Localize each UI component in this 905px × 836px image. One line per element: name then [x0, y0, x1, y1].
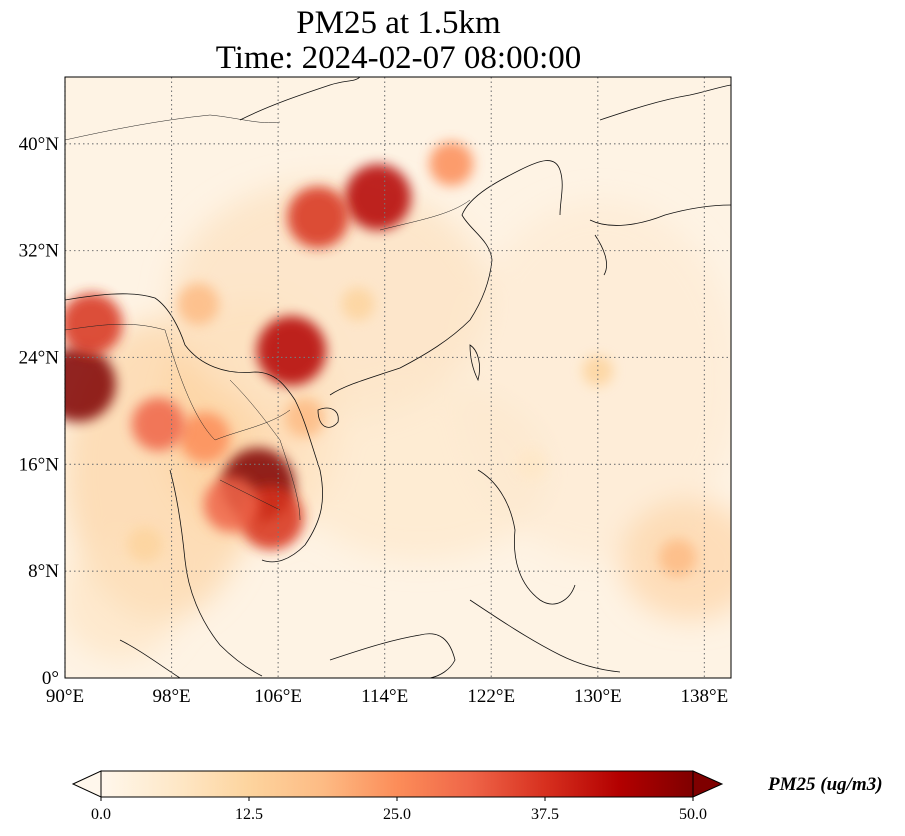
- map-frame: [64, 76, 732, 679]
- pm25-plume-7: [256, 316, 327, 386]
- pm25-plume-2: [203, 476, 260, 532]
- pm25-plume-13: [127, 526, 163, 563]
- pm25-plume-layer: [65, 141, 697, 577]
- colorbar-tick-label: 25.0: [383, 806, 411, 823]
- pm25-plume-8: [344, 164, 412, 231]
- lat-tick-label: 16°N: [19, 454, 60, 475]
- lat-tick-label: 8°N: [28, 561, 59, 582]
- coastline-layer: [65, 77, 731, 678]
- pm25-plume-3: [179, 412, 231, 463]
- map-title-line1: PM25 at 1.5km: [296, 5, 501, 41]
- pm25-plume-17: [516, 449, 547, 480]
- colorbar-label: PM25 (ug/m3): [768, 774, 883, 795]
- lat-tick-label: 0°: [42, 668, 59, 689]
- longitude-tick-labels: 90°E 98°E 106°E 114°E 122°E 130°E 138°E: [46, 686, 728, 707]
- border-layer: [65, 114, 471, 521]
- colorbar-tick-label: 0.0: [91, 806, 111, 823]
- colorbar-min-extend: [71, 770, 102, 798]
- pm25-plume-9: [287, 186, 349, 249]
- colorbar-tick-label: 12.5: [235, 806, 263, 823]
- colorbar: 0.0 12.5 25.0 37.5 50.0: [71, 770, 724, 823]
- colorbar-ticks: 0.0 12.5 25.0 37.5 50.0: [91, 797, 707, 823]
- colorbar-max-extend: [692, 770, 724, 798]
- latitude-tick-labels: 0° 8°N 16°N 24°N 32°N 40°N: [19, 134, 60, 689]
- lon-tick-label: 98°E: [152, 686, 190, 707]
- pm25-plume-5: [65, 293, 123, 355]
- pm25-plume-11: [177, 283, 220, 326]
- pm25-plume-15: [658, 539, 697, 577]
- colorbar-tick-label: 50.0: [679, 806, 707, 823]
- lon-tick-label: 90°E: [46, 686, 84, 707]
- lon-tick-label: 130°E: [574, 686, 622, 707]
- pm25-plume-14: [341, 287, 375, 321]
- lat-tick-label: 32°N: [19, 241, 60, 262]
- map-title-line2: Time: 2024-02-07 08:00:00: [215, 40, 582, 76]
- lon-tick-label: 114°E: [361, 686, 408, 707]
- lon-tick-label: 138°E: [681, 686, 729, 707]
- pm25-plume-6: [131, 397, 185, 451]
- pm25-plume-12: [284, 397, 325, 438]
- lon-tick-label: 122°E: [467, 686, 515, 707]
- colorbar-gradient: [101, 771, 693, 797]
- colorbar-tick-label: 37.5: [531, 806, 559, 823]
- pm25-plume-4: [65, 346, 116, 422]
- lat-tick-label: 40°N: [19, 134, 60, 155]
- lon-tick-label: 106°E: [254, 686, 302, 707]
- lat-tick-label: 24°N: [19, 347, 60, 368]
- map-area: 0° 8°N 16°N 24°N 32°N 40°N 90°E 98°E 106°E 114°E…: [19, 76, 732, 707]
- pm25-plume-10: [429, 141, 474, 186]
